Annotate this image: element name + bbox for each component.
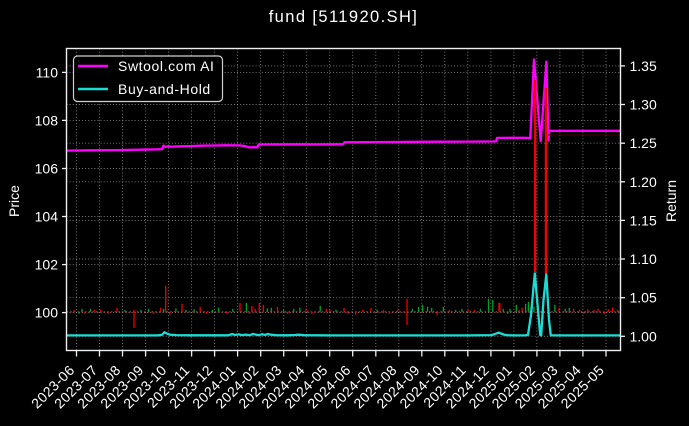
- svg-text:1.10: 1.10: [630, 251, 657, 267]
- svg-text:Price: Price: [6, 185, 22, 217]
- svg-text:1.30: 1.30: [630, 97, 657, 113]
- svg-text:1.00: 1.00: [630, 328, 657, 344]
- svg-text:106: 106: [35, 161, 59, 177]
- svg-text:110: 110: [36, 64, 59, 80]
- svg-text:1.25: 1.25: [630, 135, 657, 151]
- svg-text:1.35: 1.35: [630, 58, 657, 74]
- svg-text:108: 108: [35, 112, 59, 128]
- svg-text:1.05: 1.05: [630, 290, 657, 306]
- svg-text:fund [511920.SH]: fund [511920.SH]: [269, 8, 419, 26]
- svg-text:Buy-and-Hold: Buy-and-Hold: [118, 81, 211, 97]
- svg-text:1.15: 1.15: [630, 212, 657, 228]
- svg-text:100: 100: [35, 305, 59, 321]
- svg-text:Swtool.com AI: Swtool.com AI: [118, 58, 215, 74]
- svg-text:104: 104: [35, 209, 59, 225]
- svg-text:1.20: 1.20: [630, 174, 657, 190]
- svg-text:Return: Return: [663, 180, 679, 222]
- svg-text:102: 102: [35, 257, 59, 273]
